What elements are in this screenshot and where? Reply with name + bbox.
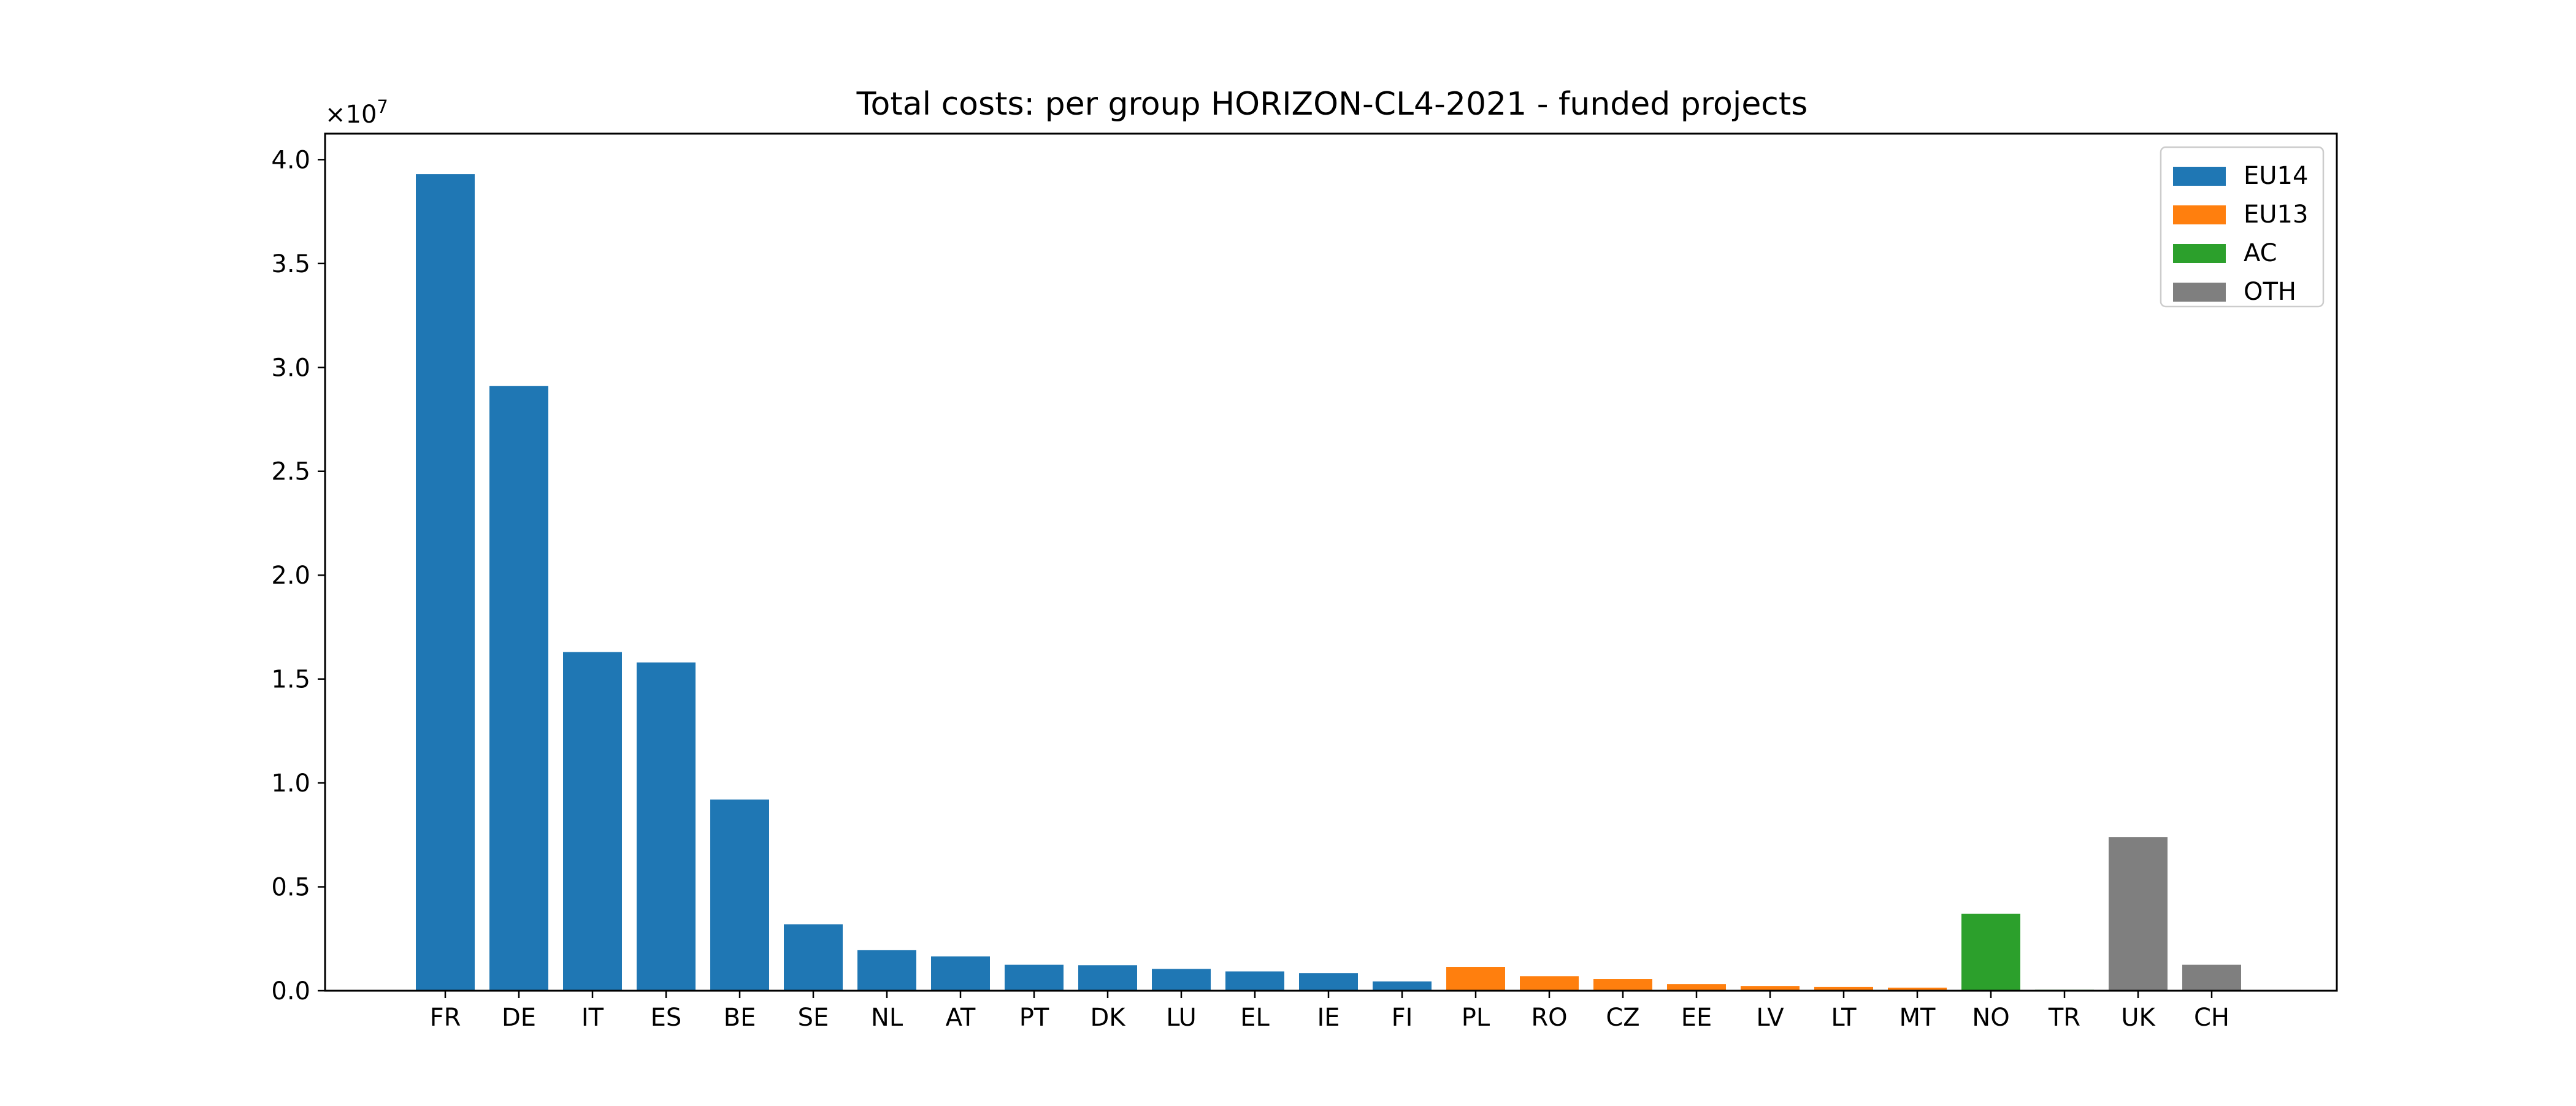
bar-pt <box>1005 964 1064 991</box>
offset-multiplier: ×10 <box>325 101 377 129</box>
y-tick-label: 2.5 <box>271 458 310 486</box>
x-tick-label: UK <box>2121 1004 2156 1032</box>
bar-el <box>1225 971 1284 991</box>
legend-swatch-ac <box>2173 244 2226 263</box>
x-tick-label: DK <box>1090 1004 1126 1032</box>
chart-title: Total costs: per group HORIZON-CL4-2021 … <box>856 86 1808 123</box>
legend-label-eu13: EU13 <box>2244 200 2308 229</box>
x-tick-label: DE <box>502 1004 536 1032</box>
bars-layer <box>416 174 2241 991</box>
bar-ro <box>1520 976 1579 991</box>
bar-dk <box>1078 965 1137 991</box>
offset-exponent: 7 <box>377 96 388 117</box>
legend-label-ac: AC <box>2244 239 2277 267</box>
y-tick-label: 2.0 <box>271 562 310 590</box>
bar-fr <box>416 174 475 991</box>
legend-label-eu14: EU14 <box>2244 162 2308 190</box>
bar-pl <box>1446 967 1505 991</box>
y-tick-label: 1.0 <box>271 769 310 798</box>
x-tick-label: IT <box>581 1004 604 1032</box>
x-tick-label: AT <box>946 1004 976 1032</box>
bar-cz <box>1593 979 1652 991</box>
x-tick-label: IE <box>1317 1004 1340 1032</box>
y-tick-label: 1.5 <box>271 666 310 694</box>
bar-it <box>563 652 622 991</box>
y-axis: 0.0 0.5 1.0 1.5 2.0 2.5 3.0 3.5 4.0 <box>271 146 325 1005</box>
bar-lt <box>1814 986 1873 991</box>
bar-lu <box>1152 969 1211 991</box>
x-tick-label: LT <box>1831 1004 1857 1032</box>
x-tick-label: EL <box>1240 1004 1270 1032</box>
bar-at <box>931 956 990 991</box>
x-tick-label: TR <box>2048 1004 2080 1032</box>
x-tick-label: EE <box>1681 1004 1712 1032</box>
x-tick-label: PL <box>1462 1004 1490 1032</box>
x-tick-label: SE <box>798 1004 829 1032</box>
bar-no <box>1961 913 2020 991</box>
x-tick-label: NL <box>871 1004 903 1032</box>
x-tick-label: FI <box>1392 1004 1413 1032</box>
plot-area-frame <box>324 132 2338 992</box>
bar-uk <box>2109 837 2168 991</box>
x-tick-label: CZ <box>1606 1004 1639 1032</box>
legend-label-oth: OTH <box>2244 278 2296 306</box>
bar-mt <box>1888 987 1947 991</box>
x-tick-label: MT <box>1899 1004 1936 1032</box>
x-tick-label: ES <box>651 1004 682 1032</box>
x-tick-label: CH <box>2194 1004 2229 1032</box>
x-tick-label: PT <box>1019 1004 1049 1032</box>
x-tick-label: LU <box>1166 1004 1197 1032</box>
legend-swatch-eu14 <box>2173 167 2226 186</box>
x-tick-label: FR <box>430 1004 461 1032</box>
bar-ie <box>1299 973 1358 991</box>
x-tick-label: RO <box>1531 1004 1567 1032</box>
bar-se <box>784 924 843 991</box>
bar-lv <box>1741 986 1800 991</box>
bar-be <box>710 799 769 991</box>
y-tick-label: 4.0 <box>271 146 310 174</box>
y-tick-label: 3.0 <box>271 354 310 382</box>
y-tick-label: 0.0 <box>271 977 310 1005</box>
legend-swatch-eu13 <box>2173 205 2226 224</box>
legend: EU14 EU13 AC OTH <box>2160 146 2325 308</box>
bar-ch <box>2182 964 2241 991</box>
y-tick-label: 0.5 <box>271 874 310 902</box>
bar-fi <box>1373 981 1432 991</box>
legend-swatch-oth <box>2173 283 2226 302</box>
legend-frame <box>2160 146 2325 308</box>
bar-ee <box>1667 984 1726 991</box>
x-tick-label: BE <box>724 1004 756 1032</box>
x-tick-label: LV <box>1756 1004 1784 1032</box>
y-axis-offset-label: ×107 <box>325 96 388 129</box>
bar-de <box>489 386 548 991</box>
x-axis: FR DE IT ES BE SE NL AT PT DK LU EL IE FI PL RO CZ EE LV LT… <box>430 991 2229 1032</box>
x-tick-label: NO <box>1972 1004 2009 1032</box>
y-tick-label: 3.5 <box>271 250 310 278</box>
bar-nl <box>857 950 916 991</box>
bar-es <box>637 662 696 991</box>
